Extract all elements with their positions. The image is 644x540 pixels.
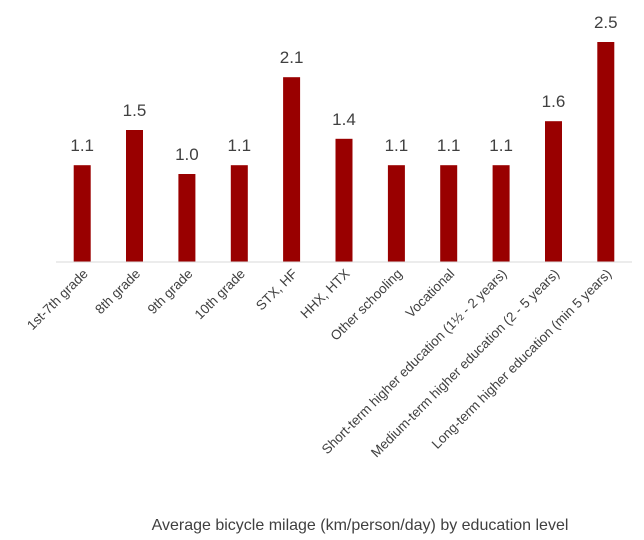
bar: [178, 174, 196, 262]
category-label: 1st-7th grade: [24, 266, 91, 333]
bar-value-label: 1.0: [175, 145, 199, 164]
category-label: Vocational: [403, 266, 458, 321]
bar-value-label: 1.5: [123, 101, 147, 120]
category-label: 10th grade: [192, 266, 248, 322]
bar: [492, 165, 510, 262]
bar: [73, 165, 91, 262]
chart-caption: Average bicycle milage (km/person/day) b…: [152, 517, 569, 534]
category-label: STX, HF: [253, 266, 300, 313]
value-labels-group: 1.1 1.5 1.0 1.1 2.1 1.4 1.1 1.1 1.1 1.6 2.5: [70, 13, 617, 164]
category-label: Short-term higher education (1½ - 2 year…: [319, 266, 510, 457]
category-label: HHX, HTX: [297, 266, 352, 321]
bar-value-label: 1.1: [70, 136, 94, 155]
bar: [545, 121, 562, 262]
bar-value-label: 1.1: [227, 136, 251, 155]
bar: [126, 130, 143, 262]
category-label: 8th grade: [92, 266, 143, 317]
bar: [230, 165, 248, 262]
bar-value-label: 1.1: [385, 136, 409, 155]
bar-value-label: 1.6: [542, 92, 566, 111]
bar-value-label: 2.5: [594, 13, 618, 32]
bar: [387, 165, 405, 262]
category-label: Medium-term higher education (2 - 5 year…: [368, 266, 562, 460]
bar: [335, 138, 353, 262]
category-label: Long-term higher education (min 5 years): [429, 266, 615, 452]
bar-value-label: 2.1: [280, 48, 304, 67]
bars-group: [73, 42, 615, 262]
bar: [283, 77, 301, 262]
bar: [440, 165, 458, 262]
bar-value-label: 1.4: [332, 110, 356, 129]
bar-value-label: 1.1: [437, 136, 461, 155]
category-label: 9th grade: [145, 266, 196, 317]
bar: [597, 42, 615, 262]
bar-value-label: 1.1: [489, 136, 513, 155]
